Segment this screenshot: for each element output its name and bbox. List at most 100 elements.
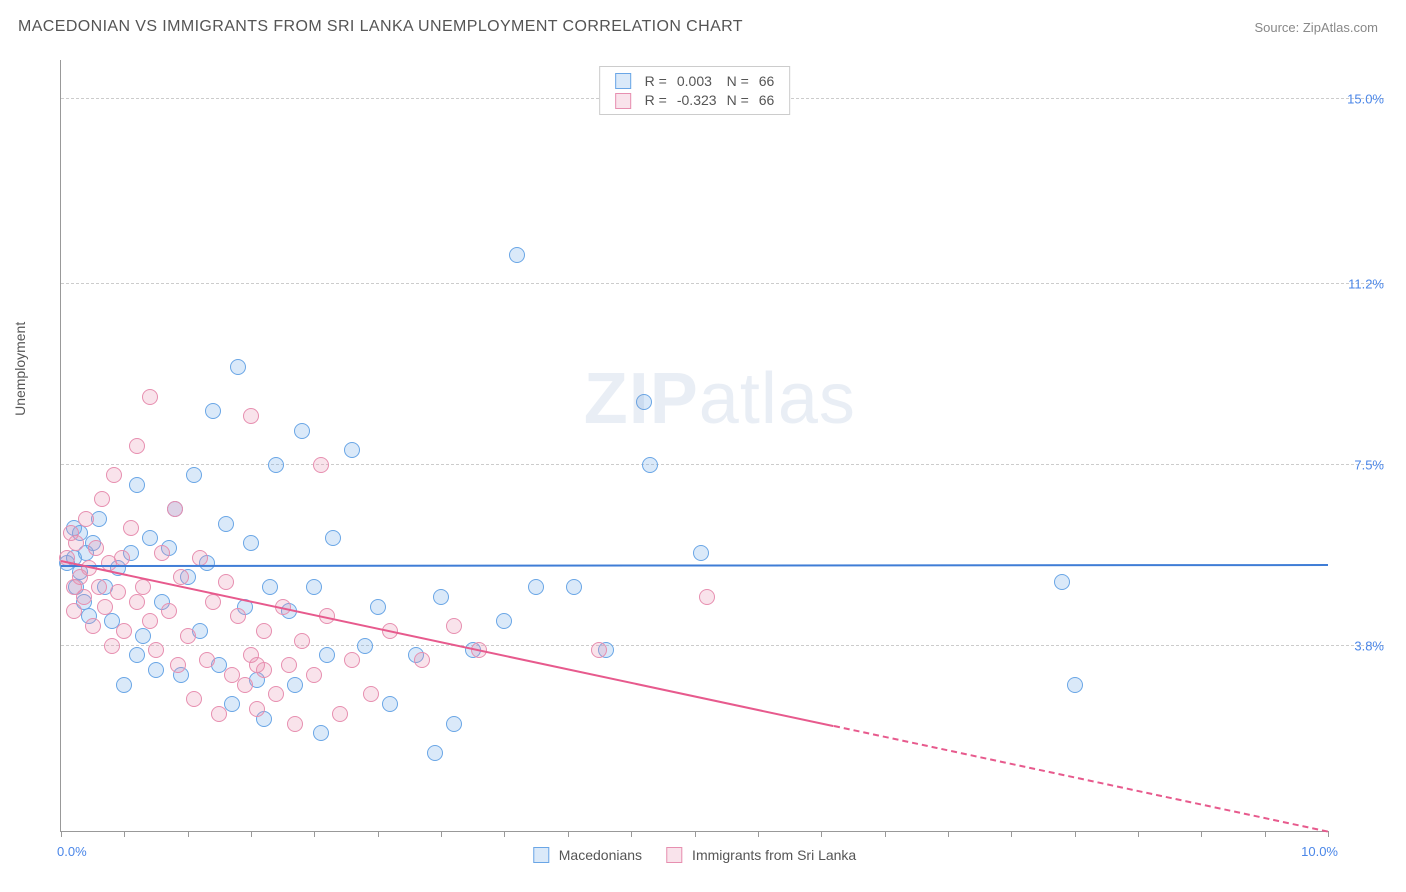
legend-pink-label: Immigrants from Sri Lanka xyxy=(692,847,856,863)
legend-row-blue: R = 0.003 N = 66 xyxy=(610,71,780,90)
y-tick-label: 11.2% xyxy=(1332,277,1384,292)
swatch-pink-icon xyxy=(666,847,682,863)
scatter-point-pink xyxy=(97,599,113,615)
scatter-point-pink xyxy=(123,520,139,536)
gridline-h xyxy=(61,645,1384,646)
x-tick xyxy=(1201,831,1202,837)
x-tick xyxy=(821,831,822,837)
scatter-point-pink xyxy=(76,589,92,605)
scatter-point-pink xyxy=(116,623,132,639)
n-value-pink: 66 xyxy=(754,90,780,109)
scatter-point-pink xyxy=(129,594,145,610)
scatter-point-pink xyxy=(110,584,126,600)
scatter-point-pink xyxy=(148,642,164,658)
scatter-point-blue xyxy=(357,638,373,654)
x-tick xyxy=(61,831,62,837)
scatter-point-pink xyxy=(287,716,303,732)
scatter-point-pink xyxy=(173,569,189,585)
correlation-legend: R = 0.003 N = 66 R = -0.323 N = 66 xyxy=(599,66,791,115)
y-tick-label: 15.0% xyxy=(1332,92,1384,107)
scatter-point-pink xyxy=(281,657,297,673)
scatter-point-blue xyxy=(433,589,449,605)
scatter-point-pink xyxy=(154,545,170,561)
scatter-point-blue xyxy=(142,530,158,546)
scatter-point-blue xyxy=(218,516,234,532)
scatter-point-pink xyxy=(237,677,253,693)
regression-line-pink-extrap xyxy=(834,725,1329,833)
scatter-point-blue xyxy=(287,677,303,693)
r-value-blue: 0.003 xyxy=(672,71,722,90)
scatter-point-blue xyxy=(693,545,709,561)
scatter-point-blue xyxy=(427,745,443,761)
scatter-point-pink xyxy=(205,594,221,610)
scatter-point-blue xyxy=(116,677,132,693)
scatter-point-blue xyxy=(528,579,544,595)
scatter-point-pink xyxy=(142,389,158,405)
scatter-point-blue xyxy=(186,467,202,483)
x-tick xyxy=(251,831,252,837)
legend-row-pink: R = -0.323 N = 66 xyxy=(610,90,780,109)
scatter-point-pink xyxy=(363,686,379,702)
scatter-point-pink xyxy=(199,652,215,668)
scatter-point-blue xyxy=(1067,677,1083,693)
gridline-h xyxy=(61,283,1384,284)
scatter-point-pink xyxy=(135,579,151,595)
swatch-pink-icon xyxy=(615,93,631,109)
x-tick xyxy=(568,831,569,837)
scatter-point-blue xyxy=(294,423,310,439)
scatter-point-blue xyxy=(243,535,259,551)
scatter-point-pink xyxy=(167,501,183,517)
y-tick-label: 7.5% xyxy=(1332,458,1384,473)
scatter-point-pink xyxy=(249,701,265,717)
x-tick xyxy=(695,831,696,837)
scatter-point-pink xyxy=(211,706,227,722)
scatter-point-blue xyxy=(205,403,221,419)
scatter-point-pink xyxy=(344,652,360,668)
y-tick-label: 3.8% xyxy=(1332,638,1384,653)
scatter-point-blue xyxy=(148,662,164,678)
scatter-point-pink xyxy=(186,691,202,707)
scatter-point-pink xyxy=(414,652,430,668)
x-tick xyxy=(1265,831,1266,837)
scatter-point-pink xyxy=(91,579,107,595)
scatter-point-blue xyxy=(313,725,329,741)
chart-container: Unemployment ZIPatlas R = 0.003 N = 66 R… xyxy=(18,52,1388,874)
scatter-point-pink xyxy=(699,589,715,605)
x-tick xyxy=(631,831,632,837)
scatter-point-blue xyxy=(566,579,582,595)
x-tick xyxy=(378,831,379,837)
gridline-h xyxy=(61,464,1384,465)
scatter-point-pink xyxy=(66,603,82,619)
scatter-point-pink xyxy=(294,633,310,649)
y-axis-label: Unemployment xyxy=(12,322,28,416)
scatter-point-pink xyxy=(313,457,329,473)
scatter-point-blue xyxy=(642,457,658,473)
swatch-blue-icon xyxy=(533,847,549,863)
swatch-blue-icon xyxy=(615,73,631,89)
scatter-point-blue xyxy=(325,530,341,546)
scatter-point-pink xyxy=(104,638,120,654)
scatter-point-pink xyxy=(591,642,607,658)
scatter-point-blue xyxy=(509,247,525,263)
x-tick xyxy=(885,831,886,837)
scatter-point-pink xyxy=(68,535,84,551)
scatter-point-pink xyxy=(170,657,186,673)
scatter-point-pink xyxy=(218,574,234,590)
scatter-point-blue xyxy=(319,647,335,663)
x-tick xyxy=(1075,831,1076,837)
x-tick xyxy=(1328,831,1329,837)
n-value-blue: 66 xyxy=(754,71,780,90)
scatter-point-blue xyxy=(446,716,462,732)
scatter-point-blue xyxy=(344,442,360,458)
plot-area: ZIPatlas R = 0.003 N = 66 R = -0.323 N =… xyxy=(60,60,1328,832)
x-tick xyxy=(124,831,125,837)
scatter-point-blue xyxy=(268,457,284,473)
x-tick xyxy=(758,831,759,837)
scatter-point-blue xyxy=(230,359,246,375)
scatter-point-pink xyxy=(192,550,208,566)
scatter-point-pink xyxy=(106,467,122,483)
scatter-point-blue xyxy=(129,647,145,663)
source-label: Source: ZipAtlas.com xyxy=(1254,20,1378,35)
scatter-point-pink xyxy=(88,540,104,556)
x-tick xyxy=(1011,831,1012,837)
